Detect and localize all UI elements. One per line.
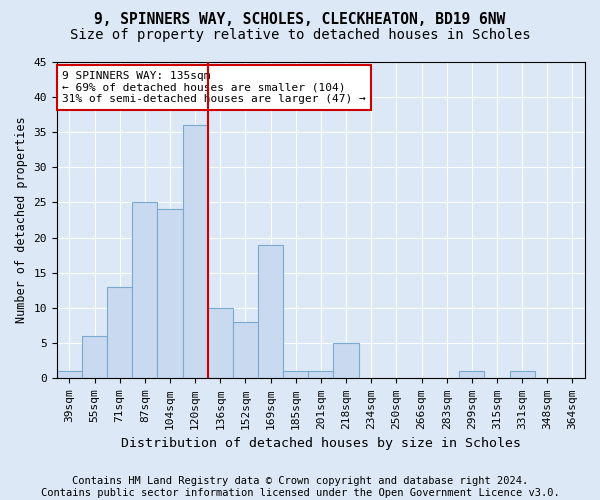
Bar: [57, 372, 82, 378]
Bar: [233, 322, 258, 378]
Bar: [334, 343, 359, 378]
Bar: [132, 202, 157, 378]
Bar: [509, 372, 535, 378]
Bar: [107, 287, 132, 378]
Bar: [208, 308, 233, 378]
Y-axis label: Number of detached properties: Number of detached properties: [15, 116, 28, 324]
X-axis label: Distribution of detached houses by size in Scholes: Distribution of detached houses by size …: [121, 437, 521, 450]
Bar: [459, 372, 484, 378]
Text: 9 SPINNERS WAY: 135sqm
← 69% of detached houses are smaller (104)
31% of semi-de: 9 SPINNERS WAY: 135sqm ← 69% of detached…: [62, 71, 366, 104]
Text: Contains HM Land Registry data © Crown copyright and database right 2024.
Contai: Contains HM Land Registry data © Crown c…: [41, 476, 559, 498]
Bar: [283, 372, 308, 378]
Text: 9, SPINNERS WAY, SCHOLES, CLECKHEATON, BD19 6NW: 9, SPINNERS WAY, SCHOLES, CLECKHEATON, B…: [94, 12, 506, 28]
Bar: [157, 210, 182, 378]
Bar: [258, 244, 283, 378]
Bar: [308, 372, 334, 378]
Bar: [182, 125, 208, 378]
Text: Size of property relative to detached houses in Scholes: Size of property relative to detached ho…: [70, 28, 530, 42]
Bar: [82, 336, 107, 378]
